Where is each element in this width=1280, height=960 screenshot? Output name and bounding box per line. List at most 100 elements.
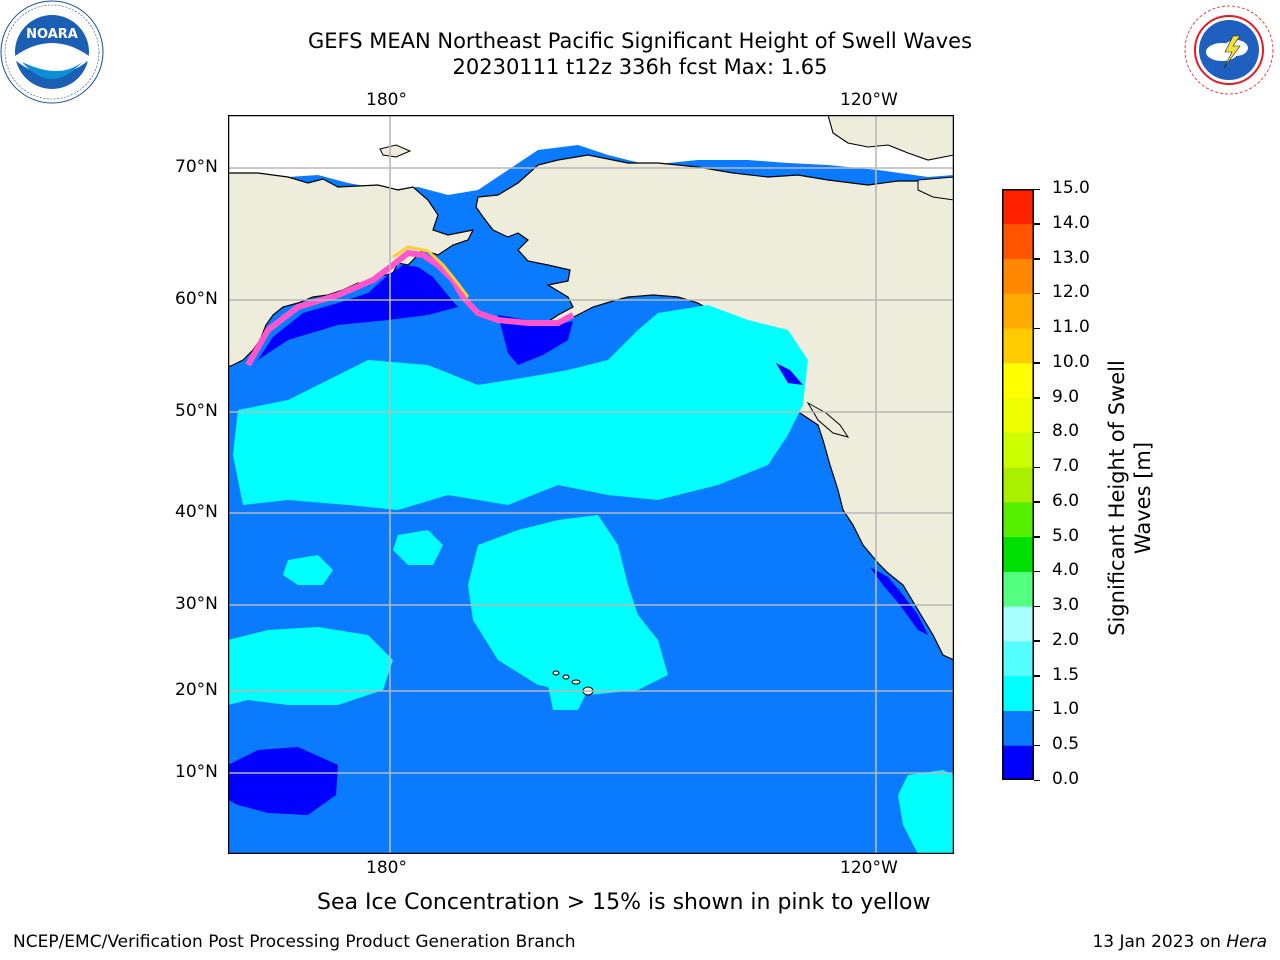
colorbar-tick-label: 4.0 xyxy=(1052,560,1080,581)
x-tick-top-120w: 120°W xyxy=(840,90,898,110)
colorbar-tick-mark xyxy=(1034,466,1040,469)
colorbar-tick-label: 0.5 xyxy=(1052,734,1080,755)
colorbar-segment xyxy=(1002,293,1034,329)
bering-low-swell xyxy=(248,265,458,375)
arctic-open-water xyxy=(228,115,954,195)
colorbar-tick-mark xyxy=(1034,431,1040,434)
colorbar-title-line1: Significant Height of Swell xyxy=(1105,360,1129,636)
gulf-low-swell xyxy=(498,315,573,365)
tropics-low-swell xyxy=(228,747,338,815)
y-tick-70n: 70°N xyxy=(175,157,218,177)
colorbar-segment xyxy=(1002,745,1034,781)
swell-patch-2 xyxy=(393,530,443,565)
arctic-islands xyxy=(827,115,954,161)
x-tick-top-180: 180° xyxy=(366,90,407,110)
siberia-land xyxy=(228,172,475,368)
colorbar-tick-label: 13.0 xyxy=(1052,247,1090,268)
colorbar-tick-mark xyxy=(1034,570,1040,573)
footer-host: Hera xyxy=(1226,932,1267,952)
colorbar-segment xyxy=(1002,675,1034,711)
colorbar-segment xyxy=(1002,710,1034,746)
swell-region-southeast xyxy=(898,770,954,854)
bc-coast-low-swell xyxy=(776,363,803,385)
colorbar-segment xyxy=(1002,640,1034,677)
footer-date: 13 Jan 2023 on Hera xyxy=(1092,932,1267,952)
y-tick-20n: 20°N xyxy=(175,680,218,700)
colorbar-tick-mark xyxy=(1034,675,1040,677)
colorbar-tick-mark xyxy=(1034,779,1040,781)
colorbar-segment xyxy=(1002,258,1034,294)
footer-branch: NCEP/EMC/Verification Post Processing Pr… xyxy=(13,932,576,952)
swell-region-north xyxy=(233,305,808,510)
colorbar-tick-mark xyxy=(1034,327,1040,330)
colorbar-segment xyxy=(1002,397,1034,433)
swell-patch-1 xyxy=(283,555,333,585)
noaa-logo-text: NOARA xyxy=(26,27,78,42)
map-frame xyxy=(227,114,955,855)
colorbar-tick-mark xyxy=(1034,501,1040,503)
y-tick-60n: 60°N xyxy=(175,289,218,309)
map-svg xyxy=(227,114,955,855)
colorbar xyxy=(1002,189,1034,781)
colorbar-tick-label: 5.0 xyxy=(1052,525,1080,546)
baja-coast-low-swell xyxy=(870,567,928,635)
colorbar-frame xyxy=(1002,189,1034,780)
colorbar-tick-label: 8.0 xyxy=(1052,421,1080,442)
colorbar-tick-mark xyxy=(1034,605,1040,608)
wrangel-island xyxy=(379,144,412,158)
colorbar-tick-mark xyxy=(1034,188,1040,190)
colorbar-tick-mark xyxy=(1034,397,1040,399)
nws-logo xyxy=(1178,0,1280,100)
colorbar-tick-mark xyxy=(1034,258,1040,260)
colorbar-segment xyxy=(1002,571,1034,607)
colorbar-tick-label: 1.5 xyxy=(1052,664,1080,685)
colorbar-tick-label: 1.0 xyxy=(1052,699,1080,720)
colorbar-segment xyxy=(1002,328,1034,364)
x-tick-bottom-180: 180° xyxy=(366,858,407,878)
y-tick-40n: 40°N xyxy=(175,502,218,522)
chart-title: GEFS MEAN Northeast Pacific Significant … xyxy=(307,29,973,53)
colorbar-tick-label: 6.0 xyxy=(1052,490,1080,511)
sea-ice-edge xyxy=(245,249,575,367)
colorbar-tick-mark xyxy=(1034,744,1040,747)
x-tick-bottom-120w: 120°W xyxy=(840,858,898,878)
colorbar-segment xyxy=(1002,467,1034,503)
colorbar-tick-label: 14.0 xyxy=(1052,212,1090,233)
colorbar-segment xyxy=(1002,223,1034,260)
colorbar-tick-label: 3.0 xyxy=(1052,595,1080,616)
colorbar-tick-mark xyxy=(1034,292,1040,295)
colorbar-segment xyxy=(1002,362,1034,399)
colorbar-tick-label: 7.0 xyxy=(1052,456,1080,477)
colorbar-segment xyxy=(1002,501,1034,538)
swell-region-southwest xyxy=(228,627,393,705)
colorbar-svg xyxy=(1002,189,1034,781)
colorbar-tick-label: 12.0 xyxy=(1052,282,1090,303)
colorbar-tick-label: 11.0 xyxy=(1052,317,1090,338)
colorbar-segment xyxy=(1002,536,1034,572)
arctic-island-small xyxy=(917,176,954,201)
colorbar-tick-mark xyxy=(1034,536,1040,538)
chart-subtitle: 20230111 t12z 336h fcst Max: 1.65 xyxy=(452,55,828,79)
sea-ice-caption: Sea Ice Concentration > 15% is shown in … xyxy=(317,890,931,915)
colorbar-tick-label: 10.0 xyxy=(1052,351,1090,372)
footer-date-text: 13 Jan 2023 on xyxy=(1092,932,1227,952)
colorbar-tick-mark xyxy=(1034,362,1040,364)
colorbar-segment xyxy=(1002,432,1034,468)
sea-ice-edge-yellow xyxy=(392,245,470,298)
colorbar-tick-label: 0.0 xyxy=(1052,769,1080,789)
noaa-logo: NOARA xyxy=(0,0,104,104)
colorbar-tick-mark xyxy=(1034,709,1040,712)
colorbar-title-line2: Waves [m] xyxy=(1131,441,1155,555)
colorbar-title: Significant Height of Swell Waves [m] xyxy=(950,360,1280,636)
colorbar-segment xyxy=(1002,606,1034,642)
graticule xyxy=(228,115,954,854)
colorbar-tick-mark xyxy=(1034,223,1040,225)
colorbar-segment xyxy=(1002,189,1034,225)
colorbar-tick-mark xyxy=(1034,640,1040,642)
colorbar-tick-label: 2.0 xyxy=(1052,629,1080,650)
colorbar-tick-label: 15.0 xyxy=(1052,178,1090,198)
y-tick-10n: 10°N xyxy=(175,762,218,782)
y-tick-30n: 30°N xyxy=(175,594,218,614)
y-tick-50n: 50°N xyxy=(175,401,218,421)
map-panel xyxy=(227,114,955,855)
